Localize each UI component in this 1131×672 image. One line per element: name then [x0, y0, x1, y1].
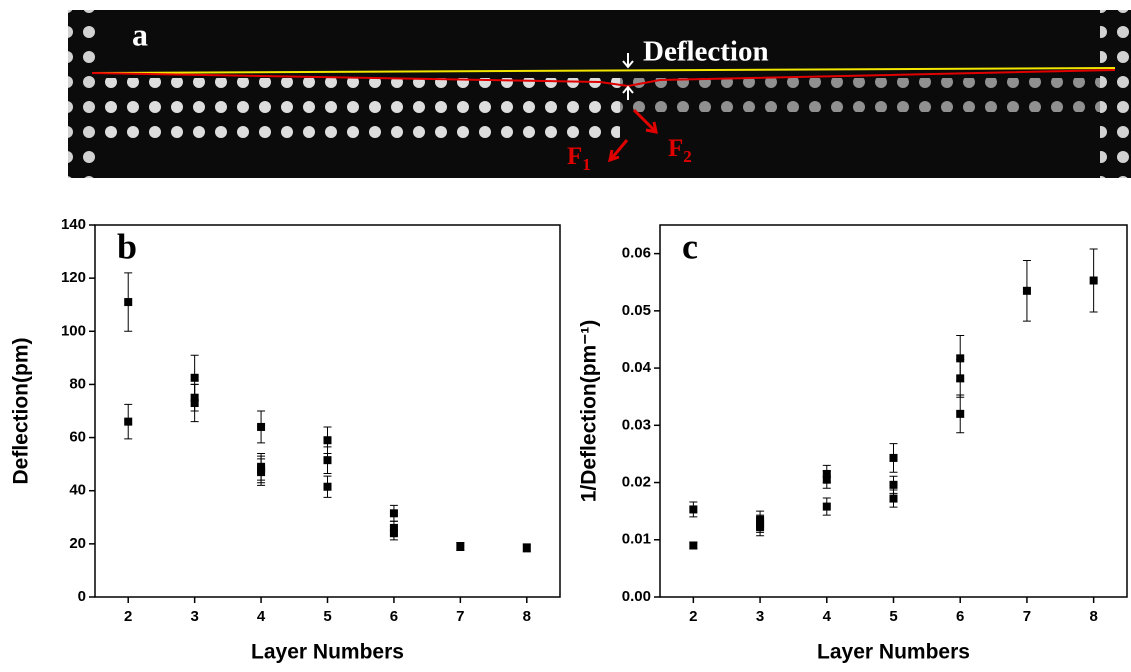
data-point — [389, 529, 398, 538]
data-point — [956, 409, 965, 418]
annotation: Deflection — [643, 36, 769, 68]
y-tick-label: 0.04 — [622, 359, 652, 376]
data-point — [522, 543, 531, 552]
x-tick-label: 3 — [190, 608, 198, 625]
force-subscript: 2 — [683, 147, 692, 166]
plot-frame — [94, 224, 561, 598]
data-point — [822, 502, 831, 511]
x-axis-title: Layer Numbers — [817, 641, 970, 664]
data-point — [257, 468, 266, 477]
plot-frame — [659, 224, 1128, 598]
data-point — [889, 453, 898, 462]
data-point — [124, 298, 133, 307]
x-tick-label: 7 — [1023, 608, 1031, 625]
y-tick-label: 100 — [61, 322, 86, 339]
data-point — [323, 456, 332, 465]
panel-label: c — [682, 226, 698, 266]
micrograph: a Deflection F1 F2 — [68, 10, 1131, 178]
chart: 0.00 0.01 0.02 0.03 0.04 0.05 0.06 2 3 4 5 6 7 8 Layer… — [578, 224, 1128, 664]
x-axis-title: Layer Numbers — [251, 641, 404, 664]
data-point — [756, 523, 765, 532]
x-tick-label: 4 — [257, 608, 266, 625]
x-tick-label: 8 — [1089, 608, 1097, 625]
x-tick-label: 7 — [456, 608, 464, 625]
y-tick-label: 0.01 — [622, 531, 651, 548]
data-point — [389, 509, 398, 518]
force-label: F2 — [668, 135, 692, 166]
y-axis-title: 1/Deflection(pm⁻¹) — [578, 320, 601, 503]
data-point — [1089, 276, 1098, 285]
data-point — [323, 482, 332, 491]
y-tick-label: 0 — [78, 588, 86, 605]
x-tick-label: 6 — [390, 608, 398, 625]
y-tick-label: 0.06 — [622, 245, 651, 262]
y-tick-label: 0.03 — [622, 416, 651, 433]
x-tick-label: 6 — [956, 608, 964, 625]
force-symbol: F — [668, 135, 683, 162]
force-label: F1 — [567, 143, 591, 174]
x-tick-label: 8 — [523, 608, 531, 625]
panel-label: a — [132, 16, 148, 52]
data-point — [889, 480, 898, 489]
force-symbol: F — [567, 143, 582, 170]
x-tick-label: 3 — [756, 608, 764, 625]
data-point — [689, 505, 698, 514]
data-point — [190, 399, 199, 408]
data-point — [257, 422, 266, 431]
x-tick-label: 4 — [823, 608, 832, 625]
panel-label: b — [117, 226, 137, 266]
data-point — [822, 475, 831, 484]
x-tick-label: 5 — [323, 608, 331, 625]
data-point — [190, 373, 199, 382]
x-tick-label: 5 — [889, 608, 897, 625]
y-tick-label: 120 — [61, 269, 86, 286]
data-point — [956, 354, 965, 363]
data-point — [456, 542, 465, 551]
y-tick-label: 80 — [69, 375, 86, 392]
y-tick-label: 0.00 — [622, 588, 651, 605]
x-tick-label: 2 — [689, 608, 697, 625]
y-tick-label: 60 — [69, 429, 86, 446]
x-tick-label: 2 — [124, 608, 132, 625]
y-tick-label: 0.02 — [622, 474, 651, 491]
y-tick-label: 140 — [61, 216, 86, 233]
data-point — [956, 374, 965, 383]
data-point — [889, 494, 898, 503]
data-point — [1022, 286, 1031, 295]
data-point — [689, 541, 698, 550]
y-tick-label: 40 — [69, 482, 86, 499]
y-tick-label: 0.05 — [622, 302, 651, 319]
data-point — [323, 436, 332, 445]
data-point — [124, 417, 133, 426]
y-axis-title: Deflection(pm) — [10, 338, 33, 485]
chart: 0 20 40 60 80 100 120 140 2 3 4 5 6 7 8 Layer Numbers De… — [10, 216, 561, 664]
y-tick-label: 20 — [69, 535, 86, 552]
force-subscript: 1 — [582, 155, 591, 174]
